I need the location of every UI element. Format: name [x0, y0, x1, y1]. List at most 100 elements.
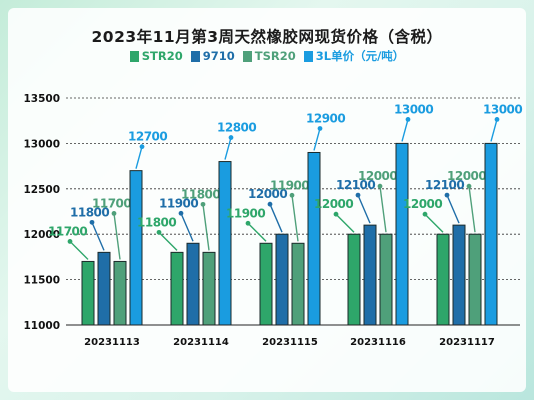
- label-dot: [67, 239, 73, 244]
- legend-swatch-9710: [190, 50, 200, 62]
- bar: [97, 251, 111, 326]
- label-leader: [202, 204, 210, 251]
- legend-label-tsr20: TSR20: [254, 49, 296, 63]
- y-tick-label: 12000: [23, 229, 60, 241]
- label-dot: [89, 219, 95, 225]
- data-label: 12000: [314, 197, 353, 211]
- data-label: 12100: [425, 178, 464, 192]
- data-label: 13000: [483, 102, 522, 116]
- label-dot: [355, 192, 361, 198]
- x-tick-label: 20231113: [84, 337, 140, 348]
- label-leader: [468, 186, 476, 233]
- y-tick-label: 11000: [23, 320, 60, 332]
- bar: [468, 233, 482, 326]
- bar: [275, 233, 289, 326]
- bar: [186, 242, 200, 326]
- x-tick-label: 20231117: [439, 337, 495, 348]
- data-label: 12000: [248, 187, 287, 201]
- bar: [363, 224, 377, 326]
- label-leader: [224, 137, 232, 160]
- bar: [484, 142, 498, 326]
- bar: [170, 251, 184, 326]
- x-tick-label: 20231114: [173, 337, 229, 348]
- label-dot: [333, 211, 339, 217]
- data-label: 11800: [70, 205, 109, 219]
- y-tick-label: 12500: [23, 184, 60, 196]
- label-leader: [135, 146, 143, 169]
- legend: STR20 9710 TSR20 3L单价（元/吨）: [0, 48, 534, 64]
- label-dot: [494, 117, 500, 122]
- data-label: 11800: [181, 187, 220, 201]
- legend-swatch-str20: [129, 50, 139, 62]
- label-leader: [424, 213, 444, 233]
- data-label: 11700: [48, 224, 87, 238]
- label-dot: [405, 117, 411, 122]
- bar: [436, 233, 450, 326]
- label-leader: [291, 195, 299, 242]
- legend-swatch-3l: [303, 50, 313, 62]
- legend-item-str20: STR20: [129, 48, 183, 64]
- label-dot: [377, 183, 383, 189]
- label-dot: [466, 183, 472, 189]
- data-label: 12000: [447, 169, 486, 183]
- data-label: 12000: [358, 169, 397, 183]
- label-leader: [379, 186, 387, 233]
- label-leader: [113, 213, 121, 260]
- bar: [202, 251, 216, 326]
- label-leader: [180, 213, 194, 242]
- label-dot: [111, 211, 117, 216]
- label-dot: [289, 192, 295, 198]
- bar: [291, 242, 305, 326]
- data-label: 12000: [403, 197, 442, 211]
- data-label: 13000: [394, 102, 433, 116]
- bar: [452, 224, 466, 326]
- bar: [129, 170, 143, 326]
- label-leader: [357, 194, 371, 224]
- y-tick-label: 13500: [23, 93, 60, 105]
- data-label: 11700: [92, 196, 131, 210]
- legend-item-9710: 9710: [190, 48, 235, 64]
- chart-panel: [8, 8, 526, 392]
- label-dot: [178, 210, 184, 216]
- label-leader: [158, 231, 178, 251]
- label-leader: [69, 240, 89, 260]
- bar: [218, 161, 232, 326]
- legend-label-str20: STR20: [141, 49, 183, 63]
- data-label: 11900: [226, 206, 265, 220]
- legend-label-9710: 9710: [202, 49, 235, 63]
- bar: [113, 260, 127, 326]
- data-label: 11900: [270, 178, 309, 192]
- y-tick-label: 11500: [23, 275, 60, 287]
- label-leader: [313, 128, 321, 151]
- data-label: 12100: [336, 178, 375, 192]
- bar: [379, 233, 393, 326]
- label-leader: [446, 194, 460, 224]
- legend-label-3l: 3L单价（元/吨）: [315, 49, 405, 63]
- data-label: 12700: [128, 130, 167, 144]
- label-dot: [422, 211, 428, 217]
- label-leader: [401, 119, 409, 142]
- bar: [81, 260, 95, 326]
- data-label: 12900: [306, 111, 345, 125]
- label-dot: [139, 144, 145, 150]
- label-dot: [156, 229, 162, 235]
- data-label: 11800: [137, 215, 176, 229]
- bar: [259, 242, 273, 326]
- bar: [395, 142, 409, 326]
- label-leader: [269, 203, 283, 233]
- bar: [347, 233, 361, 326]
- label-dot: [317, 126, 323, 131]
- legend-swatch-tsr20: [242, 50, 252, 62]
- label-leader: [335, 213, 355, 233]
- chart-title: 2023年11月第3周天然橡胶网现货价格（含税）: [91, 28, 443, 46]
- label-leader: [91, 222, 105, 251]
- bar: [307, 151, 321, 326]
- x-tick-label: 20231115: [262, 337, 318, 348]
- legend-item-tsr20: TSR20: [242, 48, 296, 64]
- y-tick-label: 13000: [23, 138, 60, 150]
- label-leader: [247, 222, 267, 242]
- label-dot: [228, 135, 234, 140]
- label-leader: [490, 119, 498, 142]
